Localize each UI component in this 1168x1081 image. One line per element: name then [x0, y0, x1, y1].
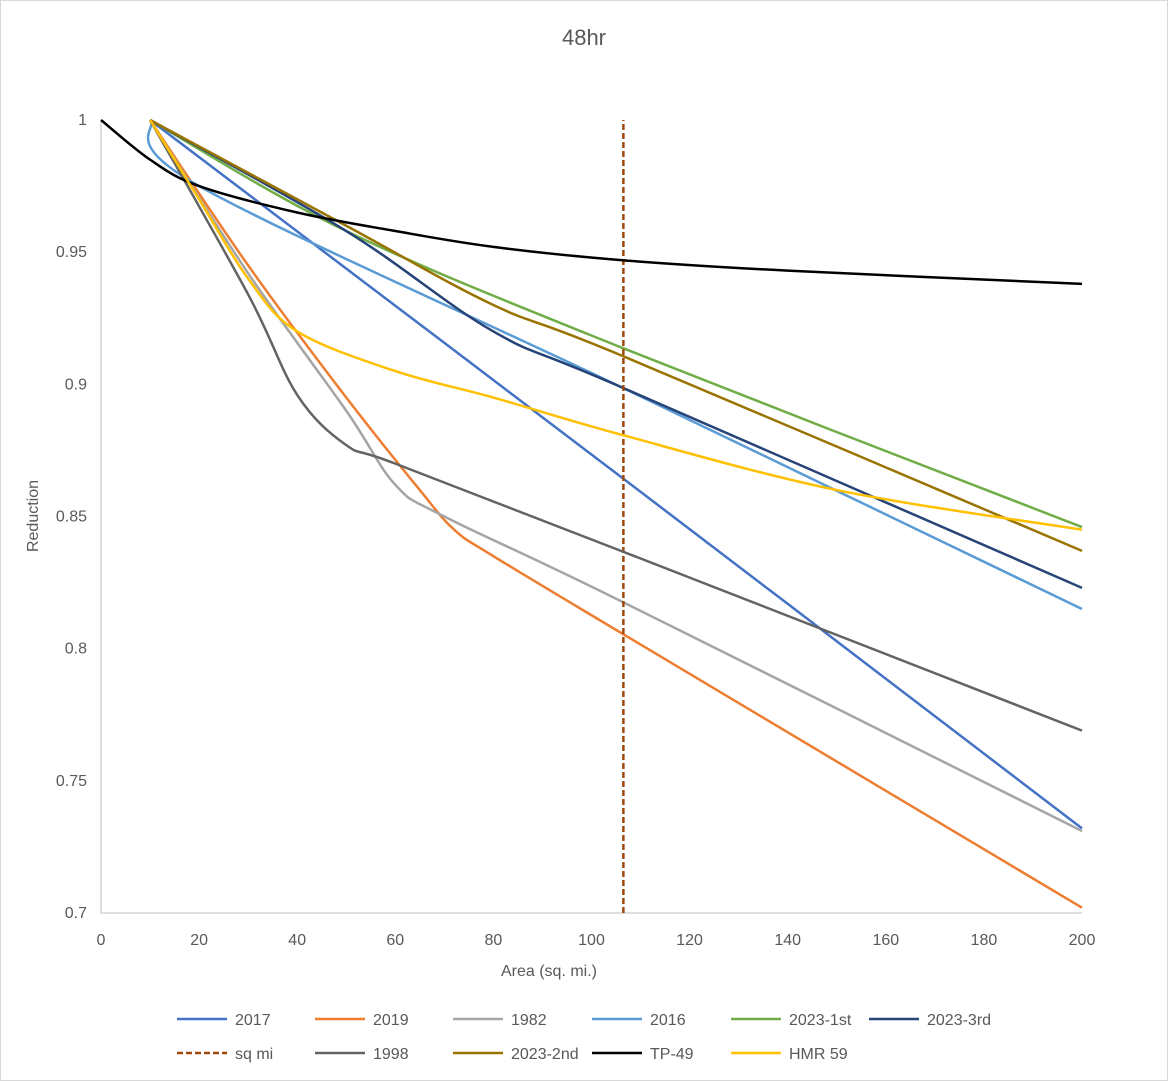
legend-label: 2019	[373, 1012, 409, 1029]
x-tick-label: 100	[578, 932, 605, 949]
series-line-2017	[149, 119, 1083, 830]
y-tick-label: 0.9	[65, 376, 87, 393]
x-tick-label: 120	[676, 932, 703, 949]
x-tick-label: 20	[190, 932, 208, 949]
y-tick-label: 0.8	[65, 641, 87, 658]
legend-label: 2016	[650, 1012, 686, 1029]
x-tick-label: 160	[872, 932, 899, 949]
legend-label: 1998	[373, 1046, 409, 1063]
x-tick-label: 40	[288, 932, 306, 949]
series-line-hmr-59	[148, 119, 1083, 531]
legend-label: 2017	[235, 1012, 271, 1029]
x-tick-label: 0	[97, 932, 106, 949]
x-tick-label: 80	[485, 932, 503, 949]
series-line-2016	[146, 119, 1083, 611]
legend-label: 2023-2nd	[511, 1046, 579, 1063]
legend-label: 1982	[511, 1012, 547, 1029]
series-line-2023-1st	[149, 118, 1083, 529]
series-line-1998	[148, 119, 1083, 732]
x-tick-label: 140	[774, 932, 801, 949]
chart-title: 48hr	[562, 25, 606, 50]
series-line-2023-3rd	[149, 118, 1083, 590]
x-axis-label: Area (sq. mi.)	[501, 963, 597, 980]
legend-label: 2023-1st	[789, 1012, 852, 1029]
x-tick-label: 180	[971, 932, 998, 949]
legend-label: 2023-3rd	[927, 1012, 991, 1029]
y-tick-label: 0.75	[56, 773, 87, 790]
y-axis-label: Reduction	[25, 480, 42, 552]
legend-label: HMR 59	[789, 1046, 848, 1063]
y-tick-label: 0.95	[56, 244, 87, 261]
series-line-1982	[148, 119, 1083, 833]
y-tick-label: 0.7	[65, 905, 87, 922]
y-tick-label: 0.85	[56, 509, 87, 526]
x-tick-label: 60	[386, 932, 404, 949]
legend-label: TP-49	[650, 1046, 694, 1063]
series-line-2023-2nd	[149, 118, 1083, 553]
series-line-tp-49	[100, 119, 1083, 286]
legend-label: sq mi	[235, 1046, 273, 1063]
y-tick-label: 1	[78, 112, 87, 129]
x-tick-label: 200	[1069, 932, 1096, 949]
series-line-2019	[149, 119, 1083, 909]
